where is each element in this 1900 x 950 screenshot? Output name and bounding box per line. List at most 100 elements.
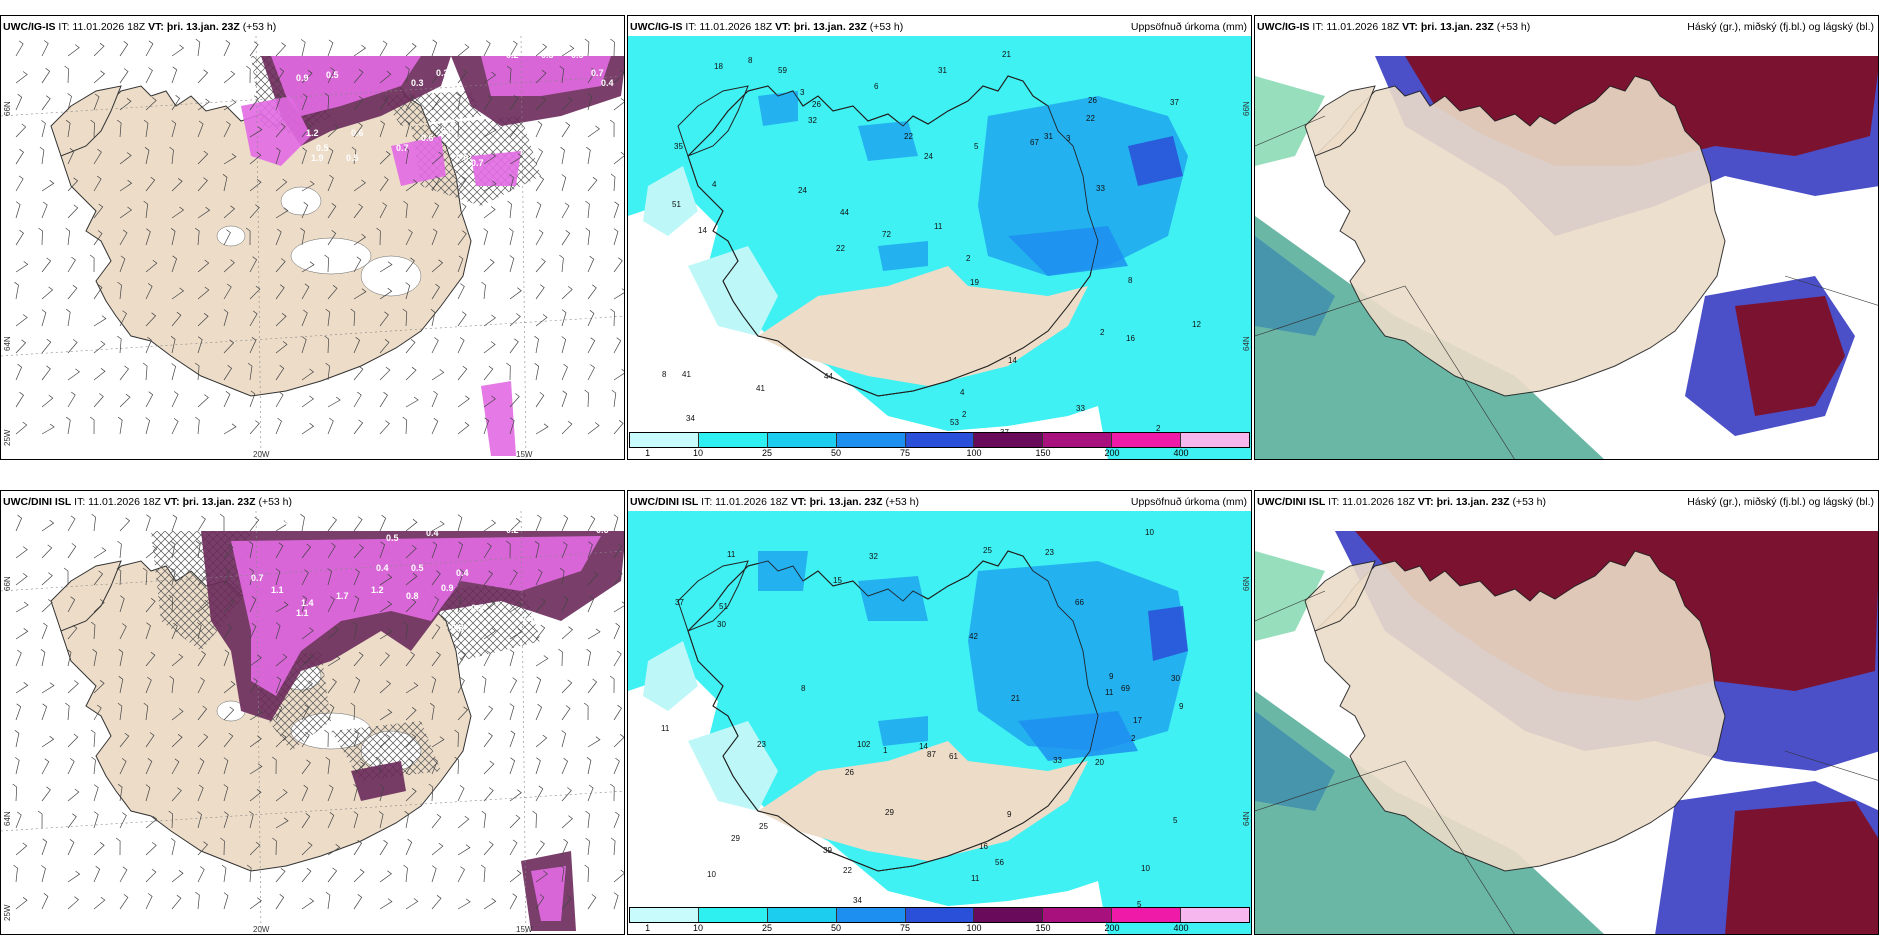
legend-colorbar	[629, 907, 1250, 923]
wind-barb	[119, 255, 126, 273]
wind-barb	[67, 44, 80, 57]
precip-value-label: 31	[938, 66, 947, 75]
wind-barb	[587, 284, 597, 300]
wind-barb	[67, 788, 80, 802]
wind-barb	[483, 841, 494, 856]
precip-value-label: 10	[1145, 528, 1154, 537]
wind-barb	[509, 153, 523, 165]
wind-barb	[509, 417, 515, 435]
wind-barb	[405, 339, 416, 354]
wind-barb	[483, 314, 496, 327]
wind-barb	[15, 363, 23, 381]
wind-barb	[431, 895, 442, 910]
wind-barb	[197, 120, 204, 138]
precip-value-label: 5	[1173, 816, 1178, 825]
wind-barb	[509, 518, 521, 532]
wind-barb	[535, 423, 549, 435]
wind-barb	[223, 543, 234, 559]
legend-tick-label: 25	[761, 448, 772, 458]
wind-value-label: 0.8	[451, 623, 464, 633]
wind-barb	[93, 42, 105, 57]
wind-barb	[41, 120, 46, 138]
precip-value-label: 39	[823, 846, 832, 855]
precip-value-label: 4	[712, 180, 717, 189]
wind-barb	[405, 598, 417, 613]
wind-barb	[116, 567, 122, 586]
precip-value-label: 12	[1192, 320, 1201, 329]
wind-barb	[197, 98, 210, 111]
legend-color-cell	[836, 433, 906, 447]
lat-label: 66N	[3, 101, 12, 116]
iceland-coastline-top	[687, 550, 1099, 872]
wind-barb	[119, 393, 131, 408]
wind-barb	[301, 368, 314, 381]
wind-barb	[301, 813, 311, 829]
wind-barb	[353, 839, 363, 856]
wind-barb	[509, 730, 516, 748]
wind-barb	[379, 120, 385, 138]
precip-value-label: 37	[1170, 98, 1179, 107]
wind-barb	[15, 391, 24, 408]
high-cloud-area	[1255, 711, 1335, 811]
wind-barb	[15, 40, 24, 57]
wind-barb	[117, 783, 123, 802]
wind-barb	[145, 815, 158, 829]
wind-barb	[275, 207, 289, 219]
precip-value-label: 59	[778, 66, 787, 75]
wind-barb	[586, 648, 591, 667]
wind-barb	[587, 628, 601, 640]
wind-barb	[171, 66, 178, 84]
wind-barb	[559, 864, 565, 883]
light-precip-area	[643, 641, 698, 711]
wind-barb	[379, 541, 386, 559]
wind-barb	[535, 514, 542, 532]
wind-barb	[275, 42, 287, 57]
wind-barb	[117, 540, 122, 559]
wind-barb	[457, 255, 464, 273]
wind-barb	[67, 839, 75, 856]
wind-barb	[301, 841, 313, 856]
wind-barb	[456, 595, 462, 613]
wind-barb	[379, 420, 390, 435]
wind-barb	[534, 335, 539, 354]
wind-barbs	[14, 38, 624, 435]
wind-barb	[171, 894, 182, 910]
wind-barb	[430, 309, 436, 327]
wind-barb	[119, 98, 132, 111]
wind-barb	[457, 153, 471, 165]
wind-barb	[93, 704, 102, 721]
wind-barb	[456, 92, 461, 111]
legend-color-cell	[905, 433, 975, 447]
glacier-patch	[290, 237, 372, 275]
wind-barb	[93, 599, 105, 613]
wind-barb	[301, 680, 313, 694]
wind-barb	[197, 150, 209, 165]
wind-barb	[67, 870, 81, 883]
wind-barb	[431, 842, 444, 856]
wind-barb	[535, 148, 543, 165]
precip-contour	[1018, 711, 1138, 761]
wind-barb	[508, 228, 514, 246]
wind-barb	[353, 365, 364, 381]
wind-barb	[249, 95, 259, 111]
wind-barb	[379, 40, 388, 57]
dry-land-area	[758, 266, 1088, 386]
wind-barb	[613, 337, 622, 354]
wind-barb	[144, 147, 150, 165]
lon-label: 20W	[253, 925, 270, 934]
wind-barb	[117, 281, 122, 300]
wind-barb	[325, 308, 331, 327]
wind-barb	[431, 39, 438, 57]
wind-barb	[249, 337, 257, 354]
wind-barb	[90, 621, 96, 640]
wind-barb	[587, 310, 595, 327]
precip-value-label: 14	[698, 226, 707, 235]
wind-barb	[275, 894, 285, 910]
precip-legend: 1 10 25 50 75 100 150 200 400	[629, 907, 1250, 933]
wind-barb	[119, 310, 127, 327]
wind-barb	[171, 206, 185, 219]
wind-barb	[583, 702, 589, 721]
legend-color-cell	[1181, 908, 1250, 922]
wind-barb	[275, 284, 285, 300]
wind-barb	[483, 180, 497, 192]
